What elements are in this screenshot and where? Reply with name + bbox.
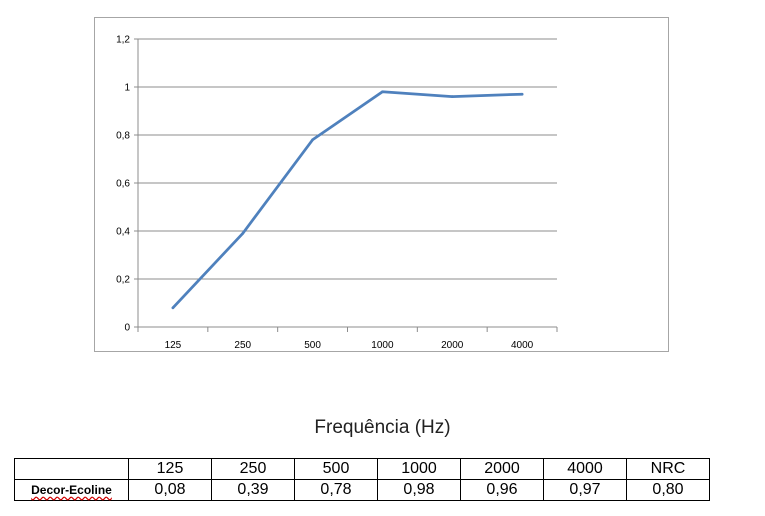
table-cell: 0,97: [543, 479, 627, 501]
y-tick-label: 0: [124, 323, 130, 334]
line-chart: 0 0,2 0,4 0,6 0,8 1 1,2 125 250 500 1000 2000 4000: [116, 35, 558, 351]
chart-frame: 0 0,2 0,4 0,6 0,8 1 1,2 125 250 500 1000 2000 4000: [94, 17, 669, 352]
data-point: [171, 306, 175, 310]
table-cell: 0,39: [211, 479, 295, 501]
series-line: [171, 90, 524, 310]
table-row-label: Decor-Ecoline: [14, 479, 129, 501]
data-point: [520, 92, 524, 96]
x-tick-label: 500: [304, 340, 321, 351]
table-header-row: 125 250 500 1000 2000 4000 NRC: [14, 458, 710, 480]
y-tick-label: 1,2: [116, 35, 130, 46]
data-point: [311, 138, 314, 142]
x-tick-label: 2000: [441, 340, 464, 351]
x-tick-label: 125: [165, 340, 182, 351]
y-tick-label: 0,2: [116, 275, 130, 286]
x-tick-label: 1000: [371, 340, 394, 351]
table-cell: 0,80: [626, 479, 710, 501]
table-header-cell: 250: [211, 458, 295, 480]
table-header-cell: [14, 458, 129, 480]
table-header-cell: 2000: [460, 458, 544, 480]
y-tick-label: 0,6: [116, 179, 130, 190]
table-header-cell: 125: [128, 458, 212, 480]
table-cell: 0,98: [377, 479, 461, 501]
data-point: [241, 232, 245, 235]
x-axis-title: Frequência (Hz): [314, 417, 451, 438]
data-point: [381, 90, 384, 94]
x-tick-label: 4000: [511, 340, 534, 351]
y-tick-label: 0,8: [116, 131, 130, 142]
data-table: 125 250 500 1000 2000 4000 NRC Decor-Eco…: [14, 458, 710, 501]
table-cell: 0,96: [460, 479, 544, 501]
y-tick-label: 1: [124, 83, 130, 94]
x-tick-label: 250: [234, 340, 251, 351]
y-tick-label: 0,4: [116, 227, 130, 238]
table-row: Decor-Ecoline 0,08 0,39 0,78 0,98 0,96 0…: [14, 479, 710, 501]
table-header-cell: 1000: [377, 458, 461, 480]
table-cell: 0,78: [294, 479, 378, 501]
table-cell: 0,08: [128, 479, 212, 501]
data-point: [450, 95, 454, 98]
table-header-cell: NRC: [626, 458, 710, 480]
table-header-cell: 500: [294, 458, 378, 480]
table-header-cell: 4000: [543, 458, 627, 480]
